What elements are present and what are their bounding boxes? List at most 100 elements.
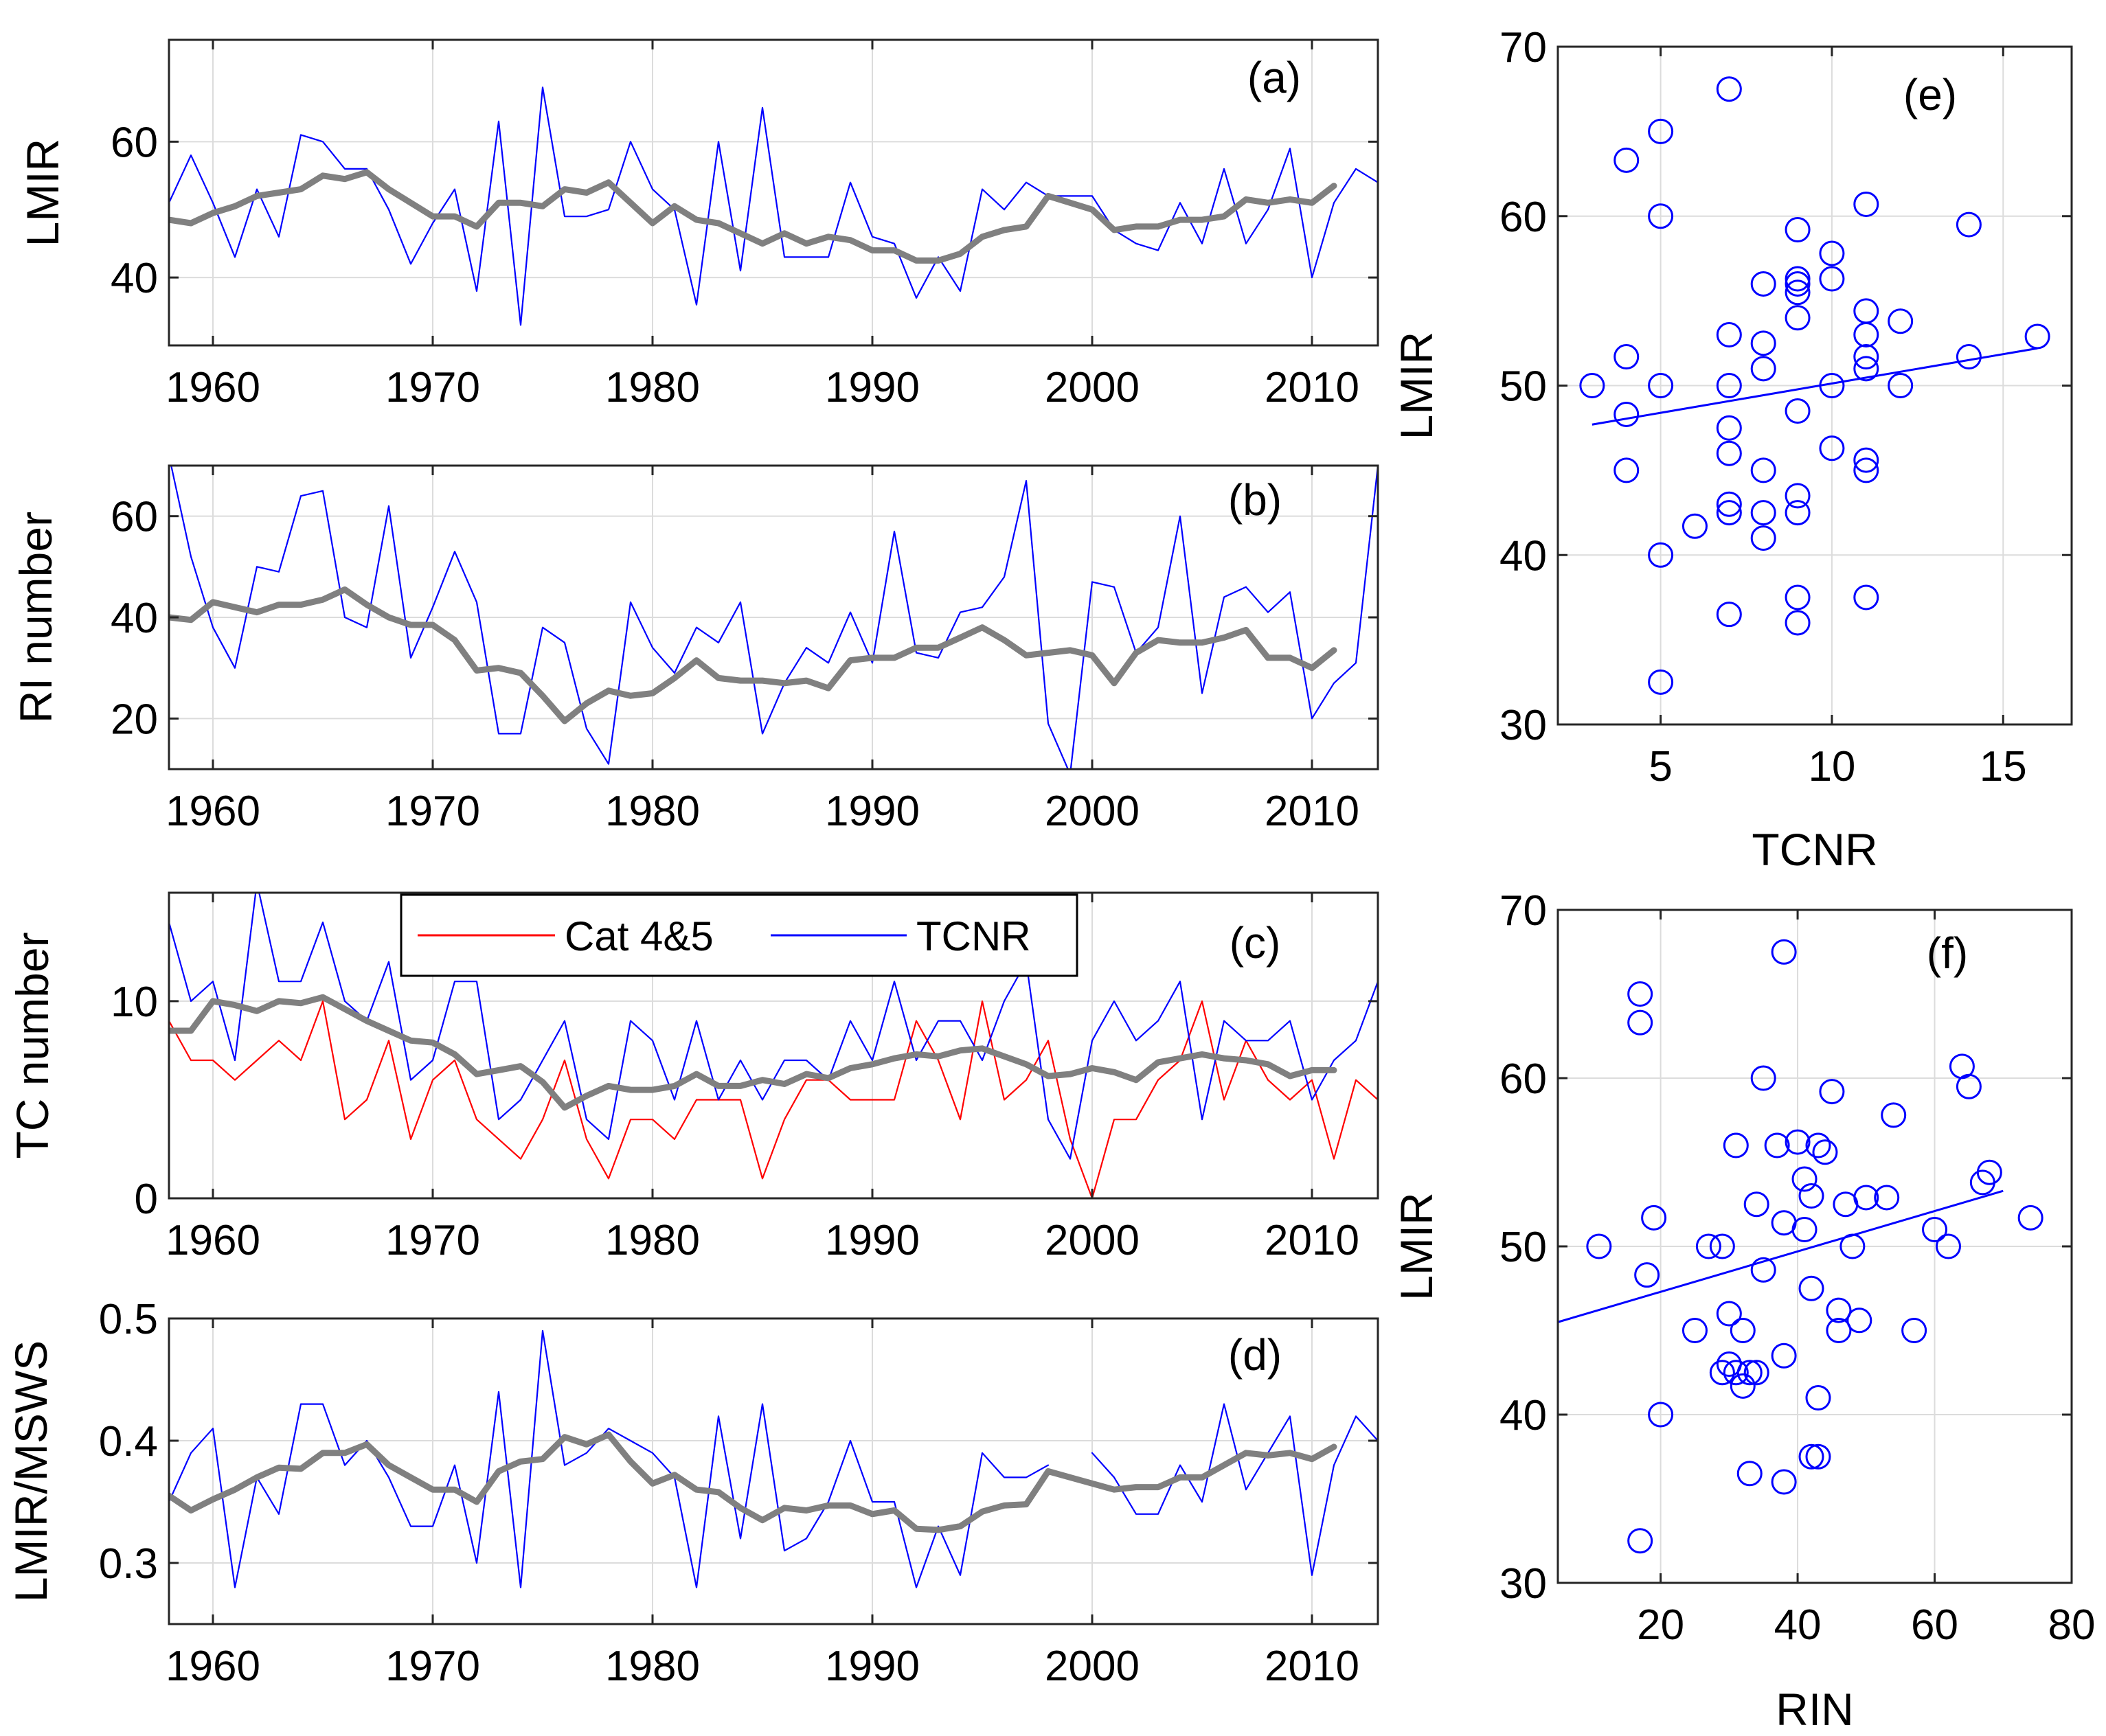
xtick-label-d-0: 1960 (166, 1643, 260, 1690)
series-c-0 (169, 1000, 1378, 1198)
ylabel-d: LMIR/MSWS (5, 1340, 56, 1602)
point-e-29 (1785, 305, 1811, 331)
ytick-label-f-1: 40 (1499, 1392, 1547, 1439)
point-e-16 (1716, 491, 1742, 517)
panel-label-f: (f) (1927, 928, 1968, 978)
point-e-12 (1716, 321, 1742, 347)
plot-area-c (169, 893, 1378, 1198)
xtick-label-c-5: 2010 (1265, 1217, 1359, 1264)
point-e-51 (2024, 323, 2050, 350)
xtick-label-c-3: 1990 (825, 1217, 920, 1264)
point-e-44 (1853, 447, 1879, 473)
point-e-23 (1750, 500, 1776, 526)
point-f-10 (1709, 1360, 1735, 1386)
point-f-44 (1853, 1185, 1879, 1211)
point-e-47 (1888, 308, 1914, 334)
xtick-label-a-2: 1980 (605, 364, 700, 411)
point-f-23 (1764, 1132, 1790, 1158)
point-e-19 (1750, 271, 1776, 297)
ytick-label-e-2: 50 (1499, 363, 1547, 411)
panel-label-b: (b) (1228, 475, 1282, 525)
point-e-45 (1853, 457, 1879, 483)
xtick-label-b-4: 2000 (1045, 788, 1140, 835)
point-e-26 (1785, 266, 1811, 292)
point-f-36 (1805, 1443, 1831, 1470)
ytick-label-f-4: 70 (1499, 887, 1547, 935)
fit-line-e (1592, 347, 2038, 426)
point-f-19 (1743, 1191, 1769, 1218)
xlabel-f: RIN (1776, 1684, 1854, 1735)
xtick-label-a-5: 2010 (1265, 364, 1359, 411)
xtick-label-c-4: 2000 (1045, 1217, 1140, 1264)
xtick-label-b-1: 1970 (385, 788, 480, 835)
point-e-10 (1682, 513, 1708, 539)
xtick-label-e-1: 10 (1808, 743, 1855, 790)
xtick-label-d-1: 1970 (385, 1643, 480, 1690)
point-f-28 (1785, 1129, 1811, 1155)
ylabel-b: RI number (10, 512, 61, 723)
fit-line-f (1558, 1189, 2004, 1323)
point-f-8 (1695, 1233, 1721, 1259)
plot-area-e (1579, 76, 2050, 695)
point-e-27 (1785, 271, 1811, 297)
point-f-27 (1771, 1469, 1797, 1495)
point-f-26 (1771, 1343, 1797, 1369)
point-f-11 (1716, 1301, 1742, 1327)
point-f-38 (1819, 1079, 1845, 1105)
point-e-25 (1785, 216, 1811, 242)
point-e-39 (1853, 191, 1879, 217)
point-e-50 (1956, 344, 1982, 370)
point-e-34 (1785, 610, 1811, 636)
point-f-45 (1874, 1185, 1900, 1211)
point-e-7 (1648, 373, 1674, 398)
xtick-label-f-0: 20 (1637, 1601, 1684, 1649)
point-e-0 (1579, 373, 1605, 398)
panel-a: 1960 1970 1980 1990 2000 2010 40 60 LMIR (a) (17, 38, 1379, 411)
ylabel-a: LMIR (17, 139, 68, 247)
xtick-label-b-0: 1960 (166, 788, 260, 835)
xtick-label-b-3: 1990 (825, 788, 920, 835)
legend-c: Cat 4&5 TCNR (400, 893, 1078, 977)
point-e-30 (1785, 398, 1811, 424)
point-f-34 (1805, 1132, 1831, 1158)
xtick-label-e-2: 15 (1980, 743, 2027, 790)
point-e-38 (1819, 435, 1845, 461)
ytick-label-f-2: 50 (1499, 1224, 1547, 1271)
xtick-label-d-4: 2000 (1045, 1643, 1140, 1690)
legend-label-tcnr: TCNR (916, 913, 1031, 959)
point-f-30 (1791, 1217, 1818, 1242)
ytick-label-d-0: 0.3 (99, 1540, 158, 1588)
point-f-15 (1730, 1318, 1756, 1343)
panel-d: 1960 1970 1980 1990 2000 2010 0.3 0.4 0.5 LMIR/MS… (5, 1296, 1379, 1690)
point-e-31 (1785, 483, 1811, 509)
xtick-label-d-3: 1990 (825, 1643, 920, 1690)
point-f-24 (1771, 939, 1797, 965)
series-d-0 (169, 1329, 1378, 1588)
point-e-9 (1648, 669, 1674, 695)
point-e-13 (1716, 373, 1742, 398)
point-f-7 (1682, 1318, 1708, 1343)
point-f-3 (1627, 1528, 1653, 1554)
ytick-label-c-1: 10 (111, 979, 158, 1026)
panel-label-c: (c) (1230, 918, 1281, 968)
point-e-42 (1853, 344, 1879, 370)
plot-area-b (169, 466, 1378, 769)
ytick-label-e-4: 70 (1499, 24, 1547, 71)
ytick-label-e-3: 60 (1499, 194, 1547, 241)
point-e-2 (1614, 344, 1640, 370)
point-e-3 (1614, 401, 1640, 427)
ytick-label-d-2: 0.5 (99, 1296, 158, 1343)
xtick-label-f-1: 40 (1774, 1601, 1822, 1649)
ytick-label-a-1: 60 (111, 119, 158, 166)
point-f-18 (1736, 1461, 1763, 1487)
point-e-18 (1716, 602, 1742, 628)
ytick-label-e-0: 30 (1499, 702, 1547, 749)
point-f-43 (1846, 1307, 1872, 1334)
panel-f: 20 40 60 80 30 40 50 60 70 LMIR RIN (f) (1391, 887, 2095, 1735)
series-d-1 (169, 1431, 1337, 1533)
series-a-1 (169, 169, 1337, 264)
point-f-12 (1723, 1132, 1749, 1158)
point-f-39 (1826, 1297, 1852, 1323)
xtick-label-a-4: 2000 (1045, 364, 1140, 411)
